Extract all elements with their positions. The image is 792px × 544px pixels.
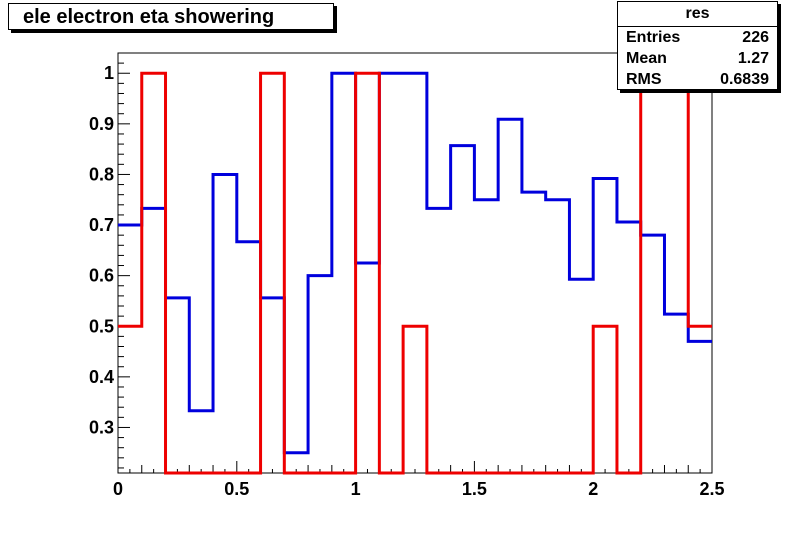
series-line-0 [118, 71, 712, 455]
y-tick-label: 0.7 [89, 215, 114, 235]
y-tick-label: 1 [104, 63, 114, 83]
stats-row-mean: Mean 1.27 [618, 48, 777, 69]
plot-frame [117, 52, 713, 474]
stats-label: RMS [626, 71, 662, 88]
series-line-1 [118, 71, 712, 475]
y-tick-label: 0.9 [89, 114, 114, 134]
x-tick-label: 1.5 [462, 479, 487, 499]
x-tick-label: 2.5 [699, 479, 724, 499]
y-axis: 0.3 0.4 0.5 0.6 0.7 0.8 0.9 1 [89, 52, 130, 469]
stats-row-entries: Entries 226 [618, 27, 777, 48]
y-tick-label: 0.4 [89, 367, 114, 387]
stats-label: Entries [626, 29, 681, 46]
series-layer [118, 71, 712, 475]
stats-value: 1.27 [737, 50, 769, 67]
stats-row-rms: RMS 0.6839 [618, 69, 777, 90]
stats-label: Mean [626, 50, 667, 67]
stats-box: res Entries 226 Mean 1.27 RMS 0.6839 [617, 1, 778, 90]
chart-title: ele electron eta showering [8, 3, 334, 30]
stats-value: 0.6839 [720, 71, 769, 88]
x-tick-label: 1 [351, 479, 361, 499]
stats-value: 226 [742, 29, 769, 46]
stats-name: res [618, 2, 777, 27]
y-tick-label: 0.5 [89, 316, 114, 336]
y-tick-label: 0.6 [89, 266, 114, 286]
y-tick-label: 0.3 [89, 417, 114, 437]
y-tick-label: 0.8 [89, 164, 114, 184]
x-tick-label: 0 [113, 479, 123, 499]
x-tick-label: 2 [588, 479, 598, 499]
x-tick-label: 0.5 [224, 479, 249, 499]
